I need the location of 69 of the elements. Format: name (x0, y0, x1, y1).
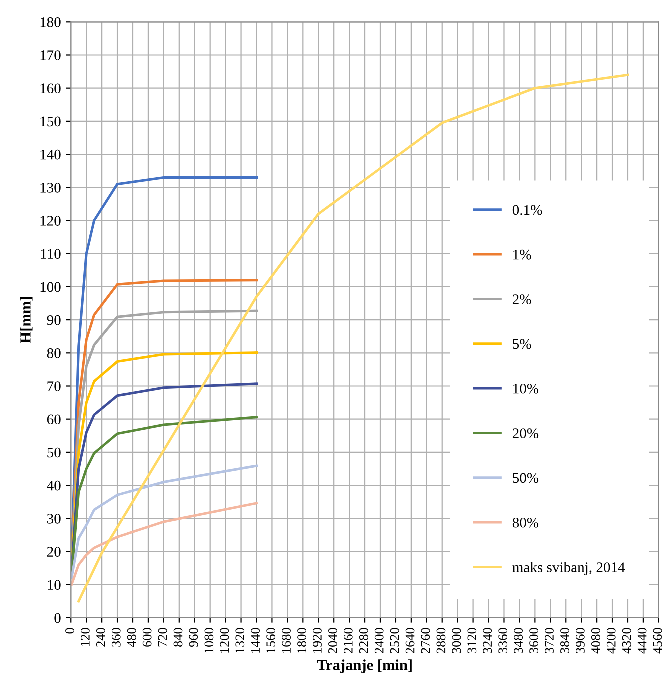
y-axis-title: H[mm] (20, 297, 33, 344)
legend-label: 50% (513, 473, 539, 484)
x-tick-label: 2280 (359, 628, 368, 654)
legend-label: 1% (514, 250, 532, 260)
x-tick-label: 2400 (374, 628, 384, 654)
y-tick-label: 170 (40, 50, 61, 60)
x-tick-label: 1080 (204, 628, 214, 653)
x-tick-label: 1200 (220, 628, 230, 653)
x-tick-label: 2520 (390, 628, 400, 654)
x-tick-label: 2640 (406, 628, 415, 654)
y-tick-label: 130 (40, 183, 61, 193)
legend-label: 10% (514, 384, 539, 394)
x-tick-label: 1440 (251, 628, 260, 653)
x-tick-label: 840 (174, 628, 183, 647)
legend-label: maks svibanj, 2014 (512, 562, 626, 576)
x-tick-label: 3120 (468, 628, 477, 654)
x-tick-label: 3720 (545, 628, 554, 654)
x-tick-label: 1800 (298, 628, 306, 653)
x-tick-label: 3240 (483, 628, 492, 654)
x-tick-label: 1560 (266, 628, 276, 653)
x-tick-label: 2040 (328, 628, 338, 654)
legend-label: 80% (512, 518, 539, 528)
x-tick-label: 4560 (653, 628, 662, 654)
x-tick-label: 1320 (236, 628, 245, 653)
y-tick-label: 150 (40, 116, 61, 127)
x-tick-label: 3480 (514, 628, 524, 654)
x-tick-label: 120 (80, 628, 90, 646)
y-tick-label: 10 (48, 580, 61, 590)
y-tick-label: 50 (48, 448, 61, 458)
y-tick-label: 90 (47, 315, 61, 326)
x-tick-label: 2760 (421, 628, 430, 654)
x-tick-label: 360 (112, 628, 121, 647)
x-tick-label: 1920 (313, 628, 322, 653)
y-tick-label: 120 (40, 216, 61, 226)
y-tick-label: 140 (40, 150, 61, 160)
legend-label: 0.1% (512, 205, 542, 216)
y-tick-label: 100 (40, 282, 61, 292)
y-tick-label: 110 (41, 249, 61, 260)
legend-label: 20% (512, 428, 539, 438)
y-tick-label: 20 (47, 547, 61, 557)
x-tick-label: 3000 (452, 628, 462, 654)
y-tick-label: 80 (47, 348, 61, 358)
x-tick-label: 4440 (638, 628, 647, 654)
x-tick-label: 3840 (560, 628, 570, 654)
x-tick-label: 1680 (282, 628, 291, 653)
x-tick-label: 960 (189, 628, 198, 648)
x-tick-label: 480 (127, 628, 136, 648)
legend-label: 5% (513, 339, 532, 350)
x-tick-label: 0 (66, 628, 74, 634)
y-tick-label: 40 (47, 480, 61, 491)
x-tick-label: 2160 (344, 628, 353, 654)
y-tick-label: 0 (54, 613, 61, 624)
y-tick-label: 70 (48, 382, 61, 392)
x-tick-label: 240 (96, 628, 106, 647)
legend-label: 2% (512, 294, 532, 304)
x-tick-label: 2880 (436, 628, 446, 654)
x-tick-label: 4320 (622, 628, 632, 654)
y-tick-label: 180 (40, 18, 61, 28)
x-tick-label: 3600 (530, 628, 538, 654)
x-tick-label: 600 (142, 628, 152, 647)
y-tick-label: 60 (47, 414, 61, 425)
y-tick-label: 160 (40, 84, 61, 94)
x-tick-label: 3960 (576, 628, 585, 654)
x-axis-title: Trajanje [min] (317, 660, 412, 674)
x-tick-label: 4200 (606, 628, 616, 654)
x-tick-label: 720 (158, 628, 168, 647)
x-tick-label: 4080 (591, 628, 600, 654)
y-tick-label: 30 (48, 514, 61, 524)
x-tick-label: 3360 (498, 628, 508, 654)
